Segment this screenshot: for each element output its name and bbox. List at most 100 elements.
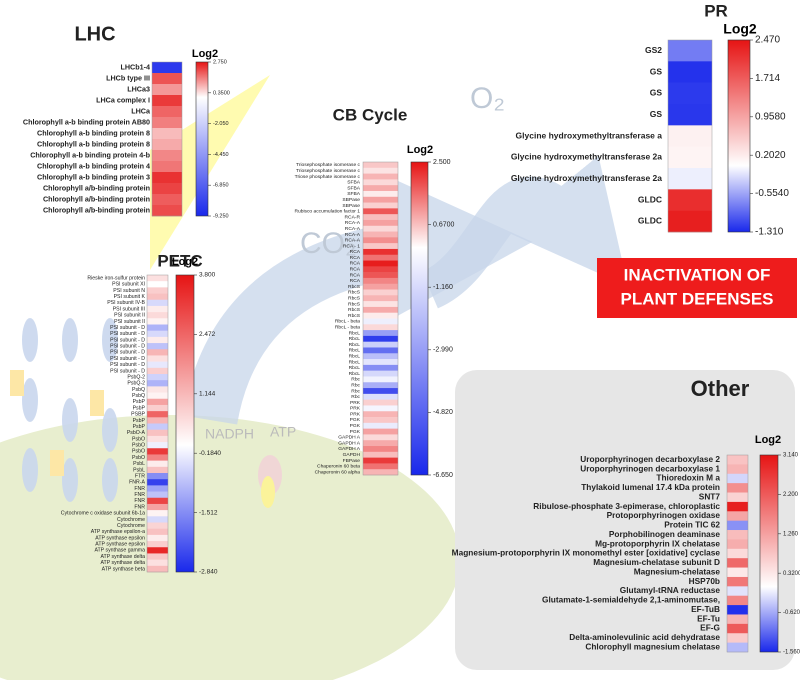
heatmap-cell <box>147 411 168 418</box>
heatmap-cell <box>363 463 398 470</box>
heatmap-cell <box>363 364 398 371</box>
heatmap-cell <box>147 386 168 393</box>
row-label: ATP synthase gamma <box>94 548 145 554</box>
heatmap-cell <box>727 483 748 493</box>
heatmap-cell <box>363 428 398 435</box>
row-label: PsbL <box>133 461 145 467</box>
row-label: RbcL <box>349 342 361 348</box>
heatmap-cell <box>147 466 168 474</box>
legend-title: Log2 <box>192 48 218 60</box>
heatmap-cell <box>147 565 168 573</box>
heatmap-cell <box>363 399 398 406</box>
atp-synthase-stalk <box>261 476 275 508</box>
heatmap-cell <box>152 205 182 217</box>
heatmap-cell <box>147 312 168 319</box>
heatmap-cell <box>147 516 168 523</box>
heatmap-cell <box>363 254 398 261</box>
tick-label: -6.850 <box>213 183 229 189</box>
heatmap-cell <box>147 473 168 480</box>
row-label: EF-G <box>700 623 720 633</box>
row-label: PGK <box>350 429 361 435</box>
tick-label: -2.990 <box>433 347 453 354</box>
row-label: GAPDH A <box>338 440 360 446</box>
tick-label: 0.9580 <box>755 111 786 122</box>
heatmap-cell <box>147 534 168 542</box>
heatmap-cell <box>363 266 398 273</box>
heatmap-cell <box>363 330 398 337</box>
color-bar <box>727 39 751 233</box>
panel-title: PETC <box>157 251 202 270</box>
heatmap-cell <box>727 558 748 568</box>
tick-label: 1.714 <box>755 73 780 84</box>
other-panel-bg <box>455 370 795 670</box>
heatmap-cell <box>147 510 168 517</box>
heatmap-cell <box>147 318 168 325</box>
row-label: Glycine hydroxymethyltransferase 2a <box>511 152 662 162</box>
row-label: RCA-A <box>345 232 361 238</box>
heatmap-cell <box>727 473 748 484</box>
row-label: Rubisco accumulation factor 1 <box>294 209 360 215</box>
row-label: PSI subunit II <box>114 313 145 319</box>
heatmap-cell <box>147 349 168 356</box>
row-label: Rbc <box>351 377 360 383</box>
row-label: PsbQ-2 <box>127 381 145 387</box>
row-label: FNR-A <box>129 480 145 486</box>
heatmap-cell <box>147 559 168 567</box>
nadph-label: NADPH <box>205 426 254 442</box>
heatmap-cell <box>363 417 398 424</box>
heatmap-cell <box>152 139 182 151</box>
row-label: Chlorophyll a-b binding protein 4-b <box>30 150 150 159</box>
row-label: LHCb1-4 <box>120 62 150 71</box>
outcome-text: PLANT DEFENSES <box>620 289 773 308</box>
row-label: Glycine hydroxymethyltransferase 2a <box>511 173 662 183</box>
heatmap-cell <box>147 361 168 369</box>
tick-label: -2.840 <box>199 569 218 576</box>
legend-title: Log2 <box>172 256 198 268</box>
row-label: Chlorophyll a/b-binding protein <box>43 183 150 192</box>
heatmap-cell <box>363 196 398 203</box>
heatmap-cell <box>152 117 182 129</box>
row-label: PsbO <box>132 455 145 461</box>
tick-label: 3.140 <box>783 453 799 459</box>
heatmap-cell <box>363 190 398 198</box>
heatmap-cell <box>668 146 712 169</box>
color-bar <box>175 274 195 573</box>
heatmap-cell <box>363 295 398 302</box>
row-label: ATP synthase epsilon <box>95 542 145 548</box>
heatmap-cell <box>147 299 168 307</box>
row-label: ATP synthase beta <box>102 566 145 572</box>
membrane-proteins <box>10 370 104 476</box>
tick-label: 3.800 <box>199 272 216 279</box>
heatmap-frame <box>151 61 183 217</box>
row-label: FTR <box>135 473 145 479</box>
heatmap-cell <box>363 248 398 256</box>
heatmap-cell <box>363 208 398 215</box>
heatmap-cell <box>147 417 168 424</box>
row-label: SFBA <box>347 185 361 191</box>
row-label: Chlorophyll a/b-binding protein <box>43 194 150 203</box>
heatmap-cell <box>363 167 398 174</box>
heatmap-cell <box>727 548 748 559</box>
row-label: RbcL <box>349 359 361 365</box>
row-label: Triosephosphate isomerase c <box>296 168 361 174</box>
row-label: PRK <box>350 406 361 412</box>
heatmap-frame <box>362 161 399 476</box>
row-label: RbcS <box>348 301 361 307</box>
heatmap-cell <box>727 464 748 475</box>
outcome-box <box>597 258 797 318</box>
heatmap-frame <box>726 454 749 653</box>
tick-label: 0.3200 <box>783 571 800 577</box>
heatmap-cell <box>363 370 398 377</box>
heatmap-cell <box>363 312 398 319</box>
row-label: RCA-A <box>345 238 361 244</box>
heatmap-cell <box>147 503 168 511</box>
heatmap-cell <box>363 451 398 458</box>
row-label: Ribulose-phosphate 3-epimerase, chloropl… <box>533 501 720 511</box>
row-label: PGK <box>350 417 361 423</box>
heatmap-cell <box>147 355 168 362</box>
row-label: Chlorophyll magnesium chelatase <box>585 641 720 651</box>
heatmap-cell <box>668 168 712 190</box>
heatmap-cell <box>152 183 182 195</box>
heatmap-cell <box>147 528 168 536</box>
